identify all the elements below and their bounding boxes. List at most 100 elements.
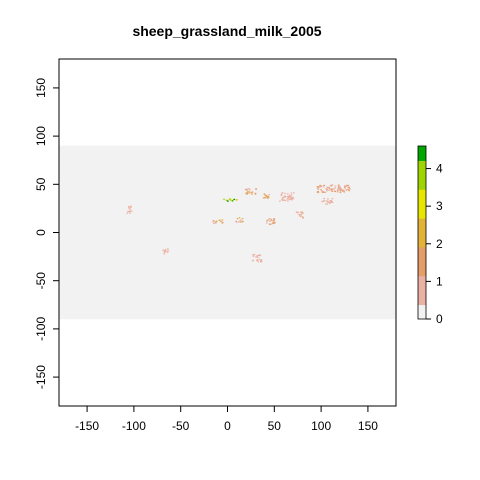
raster-cell: [290, 196, 292, 198]
raster-cell: [249, 188, 251, 190]
x-tick-label: 50: [268, 419, 282, 433]
raster-cell: [258, 258, 261, 260]
raster-cell: [289, 198, 292, 200]
raster-cell: [215, 220, 218, 222]
raster-cell: [328, 189, 330, 191]
raster-cell: [301, 211, 303, 213]
raster-cell: [163, 250, 166, 252]
raster-cell: [130, 206, 132, 208]
raster-cell: [282, 197, 285, 199]
raster-cell: [251, 193, 253, 195]
colorbar-segment: [418, 290, 426, 294]
raster-cell: [286, 198, 289, 200]
raster-cell: [344, 187, 346, 189]
colorbar-segment: [418, 275, 426, 280]
raster-cell: [326, 189, 329, 191]
raster-cell: [334, 190, 336, 193]
raster-cell: [281, 199, 283, 201]
raster-cell: [130, 210, 133, 212]
raster-cell: [254, 192, 257, 194]
colorbar-segment: [418, 313, 426, 317]
colorbar-segment: [418, 177, 426, 182]
raster-cell: [284, 196, 287, 198]
raster-cell: [329, 201, 332, 203]
colorbar-tick-label: 1: [436, 274, 443, 288]
colorbar-segment: [418, 223, 426, 228]
raster-cell: [281, 198, 283, 200]
colorbar-segment: [418, 272, 426, 277]
raster-cell: [324, 191, 326, 193]
raster-cell: [164, 250, 167, 252]
raster-background: [59, 145, 396, 320]
colorbar-segment: [418, 281, 426, 285]
colorbar-segment: [418, 298, 426, 303]
raster-cell: [267, 195, 269, 197]
raster-cell: [297, 211, 299, 213]
raster-cell: [273, 222, 276, 224]
colorbar-segment: [418, 220, 426, 225]
raster-cell: [330, 188, 333, 190]
raster-cell: [299, 211, 302, 213]
colorbar-segment: [418, 316, 426, 320]
raster-cell: [227, 200, 229, 202]
raster-cell: [330, 190, 333, 192]
raster-cell: [331, 201, 334, 203]
raster-cell: [257, 261, 260, 263]
colorbar-legend: 0 1 2 3 4: [417, 145, 443, 326]
colorbar-segment: [418, 166, 426, 170]
colorbar-segment: [418, 183, 426, 187]
colorbar-segment: [418, 154, 426, 159]
raster-cell: [212, 220, 215, 222]
raster-cell: [287, 197, 289, 199]
y-tick-label: -150: [34, 365, 48, 389]
raster-cell: [127, 211, 130, 213]
raster-cell: [331, 184, 334, 186]
raster-cell: [167, 248, 169, 250]
raster-cell: [263, 193, 266, 195]
raster-cell: [245, 192, 247, 194]
raster-cell: [129, 208, 132, 210]
raster-cell: [329, 202, 331, 204]
raster-cell: [273, 218, 275, 220]
raster-cell: [260, 260, 262, 262]
raster-cell: [164, 248, 167, 251]
raster-cell: [326, 201, 329, 203]
colorbar-tick-label: 0: [436, 312, 443, 326]
raster-cell: [322, 186, 325, 188]
raster-cell: [348, 186, 350, 188]
raster-cell: [249, 192, 251, 194]
x-axis: -150 -100 -50 0 50 100 150: [75, 405, 378, 433]
raster-cell: [163, 251, 166, 253]
raster-cell: [257, 254, 260, 256]
raster-cell: [321, 201, 323, 203]
raster-cell: [292, 198, 295, 200]
raster-cell: [334, 187, 336, 189]
raster-cell: [300, 215, 302, 217]
colorbar-segment: [418, 244, 426, 248]
raster-cell: [326, 187, 329, 189]
raster-cell: [323, 184, 325, 186]
colorbar-segment: [418, 209, 426, 213]
colorbar-segment: [418, 151, 426, 156]
raster-cell: [256, 255, 258, 257]
colorbar-segment: [418, 226, 426, 231]
raster-cell: [270, 219, 273, 221]
colorbar-segment: [418, 200, 426, 205]
raster-cell: [215, 222, 217, 224]
raster-cell: [262, 197, 265, 199]
y-tick-label: 0: [34, 229, 48, 236]
raster-cell: [259, 255, 261, 257]
raster-cell: [348, 190, 350, 192]
raster-cell: [166, 251, 169, 253]
raster-cell: [242, 220, 244, 222]
colorbar-segment: [418, 218, 426, 222]
colorbar-tick-label: 3: [436, 199, 443, 213]
raster-cell: [319, 185, 321, 187]
raster-cell: [260, 259, 263, 261]
raster-cell: [329, 184, 332, 187]
raster-cell: [325, 200, 327, 202]
raster-patch-west-africa: [212, 219, 224, 224]
raster-patch-turkey: [262, 193, 271, 199]
raster-cell: [300, 213, 303, 215]
